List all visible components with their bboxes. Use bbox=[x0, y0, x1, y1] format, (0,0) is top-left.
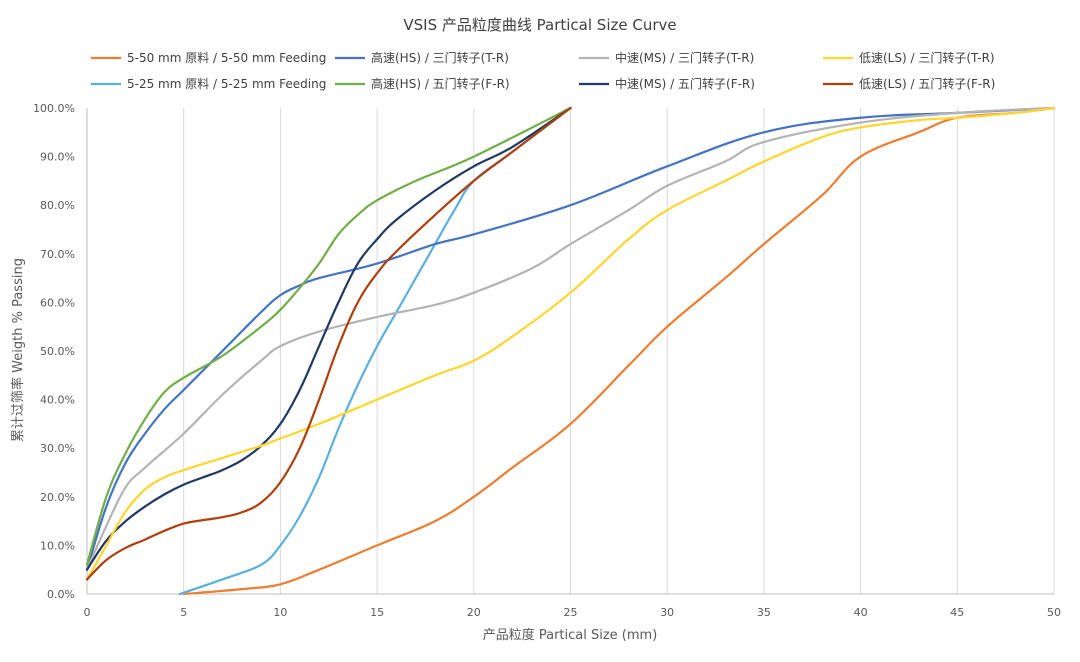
legend-label: 5-25 mm 原料 / 5-25 mm Feeding bbox=[127, 77, 326, 91]
legend-item: 低速(LS) / 三门转子(T-R) bbox=[823, 50, 995, 65]
x-tick-label: 40 bbox=[854, 606, 868, 619]
series-lines bbox=[85, 106, 1056, 596]
legend-item: 高速(HS) / 三门转子(T-R) bbox=[335, 50, 509, 65]
x-tick-label: 50 bbox=[1047, 606, 1061, 619]
legend-item: 中速(MS) / 三门转子(T-R) bbox=[579, 50, 754, 65]
legend-label: 中速(MS) / 五门转子(F-R) bbox=[615, 76, 755, 91]
series-8-line bbox=[85, 106, 572, 581]
y-tick-label: 30.0% bbox=[40, 442, 75, 455]
legend-label: 高速(HS) / 五门转子(F-R) bbox=[371, 76, 510, 91]
legend-item: 高速(HS) / 五门转子(F-R) bbox=[335, 76, 510, 91]
x-tick-label: 10 bbox=[273, 606, 287, 619]
x-axis-label: 产品粒度 Partical Size (mm) bbox=[483, 627, 658, 643]
grid bbox=[183, 108, 1055, 594]
y-tick-label: 70.0% bbox=[40, 248, 75, 261]
series-2-line bbox=[178, 106, 572, 596]
y-tick-label: 90.0% bbox=[40, 151, 75, 164]
x-tick-label: 5 bbox=[180, 606, 187, 619]
y-tick-label: 60.0% bbox=[40, 296, 75, 309]
y-tick-label: 0.0% bbox=[47, 588, 75, 601]
series-5-line bbox=[85, 106, 1056, 571]
legend-item: 5-50 mm 原料 / 5-50 mm Feeding bbox=[91, 51, 326, 65]
legend-item: 5-25 mm 原料 / 5-25 mm Feeding bbox=[91, 77, 326, 91]
series-4-line bbox=[85, 106, 572, 566]
legend-label: 5-50 mm 原料 / 5-50 mm Feeding bbox=[127, 51, 326, 65]
series-1-line bbox=[182, 106, 1056, 596]
legend-label: 高速(HS) / 三门转子(T-R) bbox=[371, 50, 509, 65]
legend-item: 中速(MS) / 五门转子(F-R) bbox=[579, 76, 755, 91]
x-tick-label: 25 bbox=[564, 606, 578, 619]
y-tick-label: 40.0% bbox=[40, 394, 75, 407]
x-tick-label: 30 bbox=[660, 606, 674, 619]
x-tick-label: 45 bbox=[950, 606, 964, 619]
y-tick-label: 50.0% bbox=[40, 345, 75, 358]
axes: 0 5 10 15 20 25 30 35 40 45 50 0.0% 10.0% 20.0% 30.0% 4… bbox=[33, 102, 1061, 619]
series-3-line bbox=[85, 106, 1056, 571]
x-tick-label: 20 bbox=[467, 606, 481, 619]
y-tick-label: 10.0% bbox=[40, 539, 75, 552]
series-6-line bbox=[85, 106, 572, 571]
legend-item: 低速(LS) / 五门转子(F-R) bbox=[823, 76, 995, 91]
x-tick-label: 0 bbox=[84, 606, 91, 619]
series-7-line bbox=[85, 106, 1056, 581]
legend: 5-50 mm 原料 / 5-50 mm Feeding 5-25 mm 原料 /… bbox=[91, 50, 995, 91]
y-axis-label: 累计过筛率 Weigth % Passing bbox=[10, 258, 26, 442]
chart-title: VSIS 产品粒度曲线 Partical Size Curve bbox=[403, 16, 676, 34]
y-tick-label: 100.0% bbox=[33, 102, 75, 115]
y-tick-label: 80.0% bbox=[40, 199, 75, 212]
legend-label: 中速(MS) / 三门转子(T-R) bbox=[615, 50, 754, 65]
legend-label: 低速(LS) / 三门转子(T-R) bbox=[859, 50, 995, 65]
legend-label: 低速(LS) / 五门转子(F-R) bbox=[859, 76, 995, 91]
x-tick-label: 15 bbox=[370, 606, 384, 619]
x-tick-label: 35 bbox=[757, 606, 771, 619]
y-tick-label: 20.0% bbox=[40, 491, 75, 504]
